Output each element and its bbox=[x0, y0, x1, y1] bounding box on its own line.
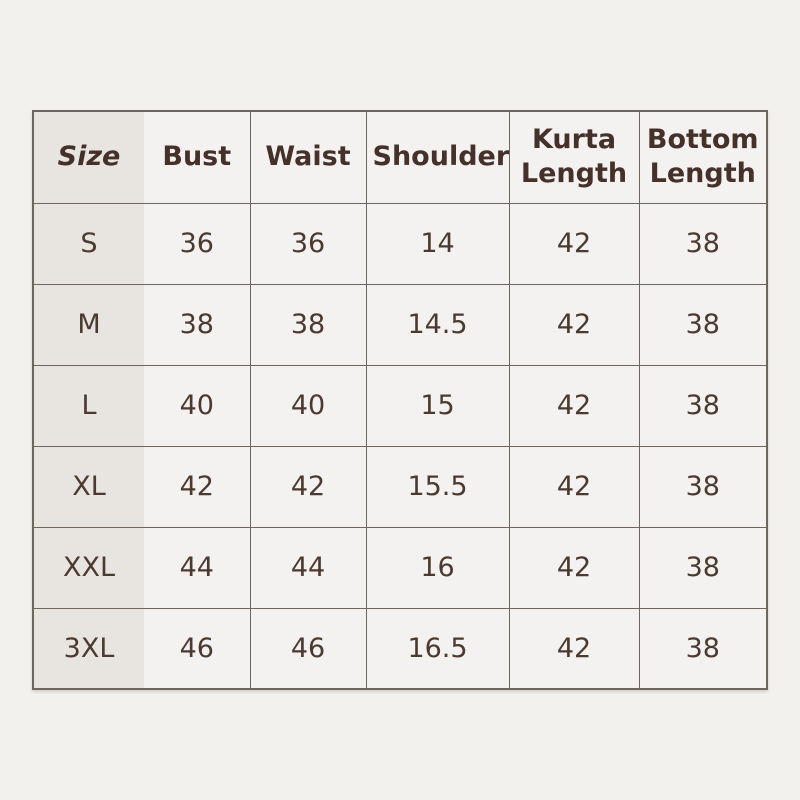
cell-3xl-waist: 46 bbox=[249, 607, 367, 690]
table-row-xl: XL 42 42 15.5 42 38 bbox=[32, 445, 768, 528]
table-row-xxl: XXL 44 44 16 42 38 bbox=[32, 526, 768, 609]
cell-xxl-waist: 44 bbox=[249, 526, 367, 609]
cell-s-kurta-length: 42 bbox=[508, 202, 640, 285]
cell-l-kurta-length: 42 bbox=[508, 364, 640, 447]
cell-3xl-bottom-length: 38 bbox=[638, 607, 768, 690]
cell-xxl-kurta-length: 42 bbox=[508, 526, 640, 609]
size-chart-table: Size Bust Waist Shoulder Kurta Length Bo… bbox=[32, 110, 768, 690]
header-cell-bottom-length: Bottom Length bbox=[638, 110, 768, 204]
cell-m-bust: 38 bbox=[143, 283, 251, 366]
cell-s-shoulder: 14 bbox=[365, 202, 510, 285]
cell-xl-shoulder: 15.5 bbox=[365, 445, 510, 528]
table-row-s: S 36 36 14 42 38 bbox=[32, 202, 768, 285]
cell-m-kurta-length: 42 bbox=[508, 283, 640, 366]
cell-xxl-shoulder: 16 bbox=[365, 526, 510, 609]
row-label-l: L bbox=[32, 364, 144, 447]
cell-l-bust: 40 bbox=[143, 364, 251, 447]
cell-xl-waist: 42 bbox=[249, 445, 367, 528]
table-row-m: M 38 38 14.5 42 38 bbox=[32, 283, 768, 366]
row-label-3xl: 3XL bbox=[32, 607, 144, 690]
header-cell-shoulder: Shoulder bbox=[365, 110, 510, 204]
row-label-xxl: XXL bbox=[32, 526, 144, 609]
cell-3xl-shoulder: 16.5 bbox=[365, 607, 510, 690]
cell-xxl-bottom-length: 38 bbox=[638, 526, 768, 609]
cell-3xl-kurta-length: 42 bbox=[508, 607, 640, 690]
cell-l-waist: 40 bbox=[249, 364, 367, 447]
header-cell-kurta-length: Kurta Length bbox=[508, 110, 640, 204]
row-label-m: M bbox=[32, 283, 144, 366]
row-label-xl: XL bbox=[32, 445, 144, 528]
table-row-l: L 40 40 15 42 38 bbox=[32, 364, 768, 447]
cell-m-waist: 38 bbox=[249, 283, 367, 366]
cell-3xl-bust: 46 bbox=[143, 607, 251, 690]
cell-s-bust: 36 bbox=[143, 202, 251, 285]
cell-s-bottom-length: 38 bbox=[638, 202, 768, 285]
table-row-3xl: 3XL 46 46 16.5 42 38 bbox=[32, 607, 768, 690]
cell-m-shoulder: 14.5 bbox=[365, 283, 510, 366]
cell-s-waist: 36 bbox=[249, 202, 367, 285]
header-cell-waist: Waist bbox=[249, 110, 367, 204]
cell-xxl-bust: 44 bbox=[143, 526, 251, 609]
header-row: Size Bust Waist Shoulder Kurta Length Bo… bbox=[32, 110, 768, 204]
cell-xl-bust: 42 bbox=[143, 445, 251, 528]
cell-xl-bottom-length: 38 bbox=[638, 445, 768, 528]
row-label-s: S bbox=[32, 202, 144, 285]
cell-l-shoulder: 15 bbox=[365, 364, 510, 447]
header-cell-size: Size bbox=[32, 110, 144, 204]
cell-l-bottom-length: 38 bbox=[638, 364, 768, 447]
header-cell-bust: Bust bbox=[143, 110, 251, 204]
cell-xl-kurta-length: 42 bbox=[508, 445, 640, 528]
cell-m-bottom-length: 38 bbox=[638, 283, 768, 366]
